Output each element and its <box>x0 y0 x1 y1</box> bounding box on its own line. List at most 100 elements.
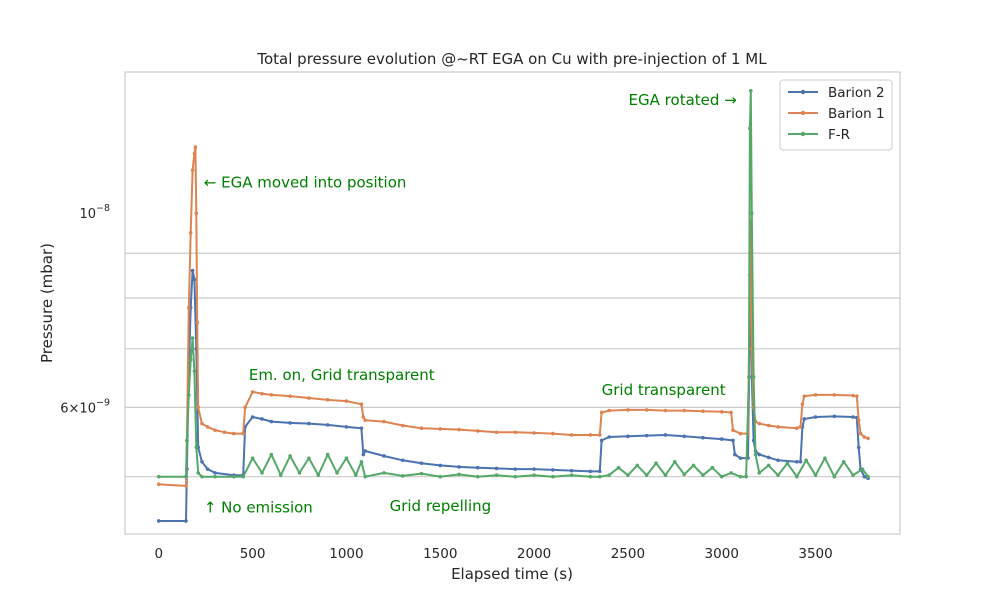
annotation: Grid repelling <box>390 497 492 515</box>
data-point <box>701 435 705 440</box>
data-point <box>213 428 217 433</box>
data-point <box>213 474 217 479</box>
data-point <box>325 398 330 402</box>
data-point <box>288 394 292 398</box>
data-point <box>269 452 274 457</box>
data-point <box>297 471 302 475</box>
data-point <box>363 449 367 453</box>
data-point <box>200 474 204 479</box>
data-point <box>832 474 837 479</box>
data-point <box>794 474 799 479</box>
annotation-layer: ← EGA moved into position EGA rotated → Em… <box>204 91 737 517</box>
data-point <box>200 459 204 464</box>
data-point <box>400 458 405 463</box>
y-tick-label-major: 10−8 <box>79 203 110 222</box>
data-point <box>588 469 593 474</box>
data-point <box>569 473 574 477</box>
x-tick-label: 2500 <box>611 546 645 562</box>
data-point <box>288 421 292 425</box>
data-point <box>794 426 799 431</box>
legend-label: Barion 2 <box>828 85 885 101</box>
data-point <box>866 436 870 441</box>
data-point <box>196 471 200 475</box>
data-point <box>823 456 827 460</box>
data-point <box>361 452 366 457</box>
data-point <box>307 456 311 460</box>
data-point <box>241 474 246 479</box>
data-point <box>344 425 349 429</box>
data-point <box>856 445 861 450</box>
data-point <box>733 452 737 457</box>
data-point <box>307 421 311 426</box>
data-point <box>188 230 193 235</box>
annotation: ↑ No emission <box>204 499 313 517</box>
data-point <box>532 467 536 471</box>
data-point <box>607 473 611 477</box>
data-point <box>719 474 724 479</box>
data-point <box>184 474 188 479</box>
x-tick-label: 0 <box>154 546 163 562</box>
data-point <box>663 473 668 477</box>
data-point <box>644 408 649 412</box>
data-point <box>494 430 499 435</box>
data-point <box>269 393 274 397</box>
data-point <box>344 399 349 403</box>
data-point <box>738 431 743 436</box>
data-point <box>241 431 246 436</box>
data-point <box>316 473 321 477</box>
data-point <box>192 369 197 373</box>
data-point <box>663 408 668 413</box>
data-point <box>260 417 264 421</box>
data-point <box>222 430 227 435</box>
data-point <box>757 452 762 457</box>
data-point <box>794 459 799 464</box>
data-point <box>213 471 217 475</box>
data-point <box>682 472 687 477</box>
data-point <box>354 473 358 477</box>
data-point <box>363 418 367 423</box>
data-point <box>862 474 867 479</box>
data-point <box>798 425 803 429</box>
data-point <box>232 431 236 436</box>
data-point <box>757 471 762 475</box>
legend-marker <box>800 89 806 95</box>
data-point <box>644 473 649 477</box>
data-point <box>719 410 724 414</box>
data-point <box>747 375 751 379</box>
data-point <box>190 336 195 340</box>
data-point <box>532 431 536 435</box>
data-point <box>701 409 705 413</box>
data-point <box>766 463 771 468</box>
data-point <box>776 425 780 429</box>
data-point <box>626 408 630 412</box>
data-point <box>858 431 863 436</box>
data-point <box>802 417 807 421</box>
data-point <box>802 394 807 398</box>
data-point <box>738 474 743 479</box>
annotation: ← EGA moved into position <box>204 174 407 192</box>
data-point <box>800 402 805 407</box>
annotation: Em. on, Grid transparent <box>249 366 435 384</box>
data-point <box>382 419 386 424</box>
data-point <box>616 465 621 470</box>
data-point <box>862 435 867 439</box>
data-point <box>607 408 611 413</box>
data-point <box>599 438 604 443</box>
data-point <box>813 415 818 419</box>
data-point <box>278 473 283 477</box>
x-tick-label: 1500 <box>423 546 457 562</box>
data-point <box>513 430 518 435</box>
data-point <box>419 471 424 476</box>
data-point <box>551 474 555 479</box>
data-point <box>607 435 611 439</box>
data-point <box>184 484 188 488</box>
plot-frame <box>124 71 901 535</box>
data-point <box>184 519 188 523</box>
data-point <box>731 428 735 433</box>
data-point <box>841 459 846 464</box>
data-point <box>813 393 818 397</box>
data-point <box>753 452 758 457</box>
data-point <box>719 437 724 441</box>
data-point <box>798 459 803 464</box>
data-point <box>457 472 461 477</box>
